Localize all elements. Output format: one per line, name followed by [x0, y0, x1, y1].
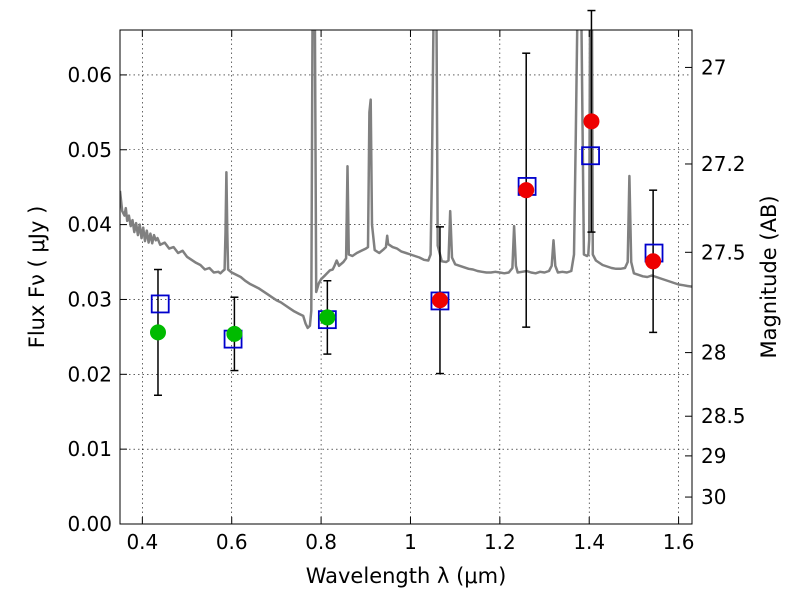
data-circle-marker — [149, 324, 166, 341]
right-tick-label: 27.5 — [701, 240, 746, 264]
model-square-marker — [581, 146, 600, 166]
x-tick-label: 1 — [404, 530, 417, 554]
plot-frame — [119, 29, 693, 525]
y-tick-label: 0.06 — [67, 63, 112, 87]
right-tick-label: 30 — [701, 485, 726, 509]
x-tick-label: 1.4 — [573, 530, 605, 554]
right-tick-label: 29 — [701, 444, 726, 468]
data-circle-marker — [518, 182, 535, 199]
model-square-marker — [150, 294, 170, 314]
marker-layer — [149, 9, 664, 397]
axis-ticks: 0.4 0.6 0.8 1 1.2 1.4 1.6 0.00 0.01 0.02 0.03 0.04 0… — [67, 30, 746, 554]
right-tick-label: 27.2 — [701, 152, 746, 176]
y-axis-label-right: Magnitude (AB) — [757, 195, 781, 358]
data-circle-marker — [645, 253, 662, 270]
x-tick-label: 0.4 — [126, 530, 158, 554]
x-tick-label: 0.8 — [305, 530, 337, 554]
x-tick-label: 1.2 — [484, 530, 516, 554]
y-tick-label: 0.01 — [67, 437, 112, 461]
right-tick-label: 28 — [701, 341, 726, 365]
right-tick-label: 28.5 — [701, 404, 746, 428]
x-axis-label: Wavelength λ (μm) — [306, 564, 507, 588]
x-tick-label: 0.6 — [216, 530, 248, 554]
y-tick-label: 0.02 — [67, 362, 112, 386]
spectrum-line — [120, 30, 692, 330]
data-circle-marker — [319, 309, 336, 326]
data-circle-marker — [583, 113, 600, 130]
data-circle-marker — [226, 325, 243, 342]
x-tick-label: 1.6 — [663, 530, 695, 554]
y-tick-label: 0.04 — [67, 213, 112, 237]
y-tick-label: 0.00 — [67, 512, 112, 536]
y-tick-label: 0.03 — [67, 287, 112, 311]
data-circle-marker — [431, 292, 448, 309]
y-tick-label: 0.05 — [67, 138, 112, 162]
right-tick-label: 27 — [701, 55, 726, 79]
y-axis-label-left: Flux Fν ( μJy ) — [25, 206, 49, 349]
spectrum-layer — [120, 30, 692, 330]
